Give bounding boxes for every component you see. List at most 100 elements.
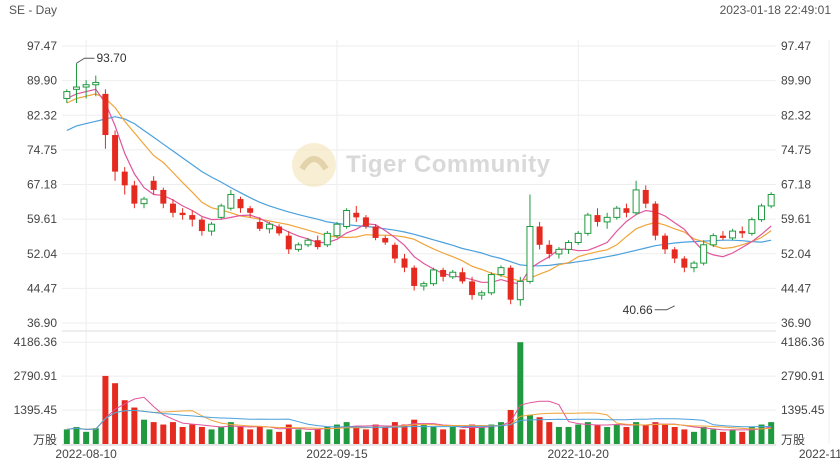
candle-body bbox=[719, 235, 726, 238]
price-tick-label-left: 67.18 bbox=[27, 178, 57, 192]
volume-bar bbox=[536, 417, 543, 444]
price-tick-label-right: 82.32 bbox=[781, 108, 811, 122]
watermark-text: Tiger Community bbox=[346, 151, 551, 178]
volume-bar bbox=[63, 429, 70, 444]
volume-bar bbox=[478, 426, 485, 444]
volume-bar bbox=[198, 426, 205, 444]
candle-body bbox=[536, 226, 543, 245]
volume-bar bbox=[681, 429, 688, 444]
candle-body bbox=[198, 219, 205, 232]
candle-body bbox=[160, 189, 167, 204]
candle-body bbox=[265, 223, 273, 230]
volume-bar bbox=[295, 429, 302, 444]
candle-body bbox=[507, 267, 514, 300]
candle-body bbox=[391, 244, 398, 259]
volume-bar bbox=[555, 426, 562, 444]
candle-body bbox=[92, 81, 100, 86]
candle-body bbox=[652, 203, 659, 236]
low-annotation-label: 40.66 bbox=[623, 303, 653, 317]
candle-body bbox=[632, 189, 640, 214]
candle-body bbox=[294, 244, 302, 250]
volume-bar bbox=[179, 426, 186, 444]
volume-bar bbox=[218, 426, 225, 444]
volume-bar bbox=[546, 422, 553, 444]
volume-bar bbox=[256, 426, 263, 444]
volume-bar bbox=[266, 429, 273, 444]
chart-title: SE - Day bbox=[9, 3, 58, 17]
candle-body bbox=[131, 185, 138, 204]
price-tick-label-right: 67.18 bbox=[781, 178, 811, 192]
tiger-logo-icon bbox=[292, 143, 336, 187]
volume-bar bbox=[633, 422, 640, 444]
candle-body bbox=[574, 232, 582, 244]
volume-bar bbox=[690, 431, 697, 444]
candle-body bbox=[189, 215, 196, 220]
candle-body bbox=[487, 274, 495, 294]
candle-body bbox=[758, 205, 766, 221]
volume-bar bbox=[411, 419, 418, 444]
volume-bar bbox=[169, 422, 176, 444]
price-tick-label-right: 44.47 bbox=[781, 281, 811, 295]
volume-bar bbox=[189, 424, 196, 444]
volume-unit-label-right: 万股 bbox=[781, 433, 805, 447]
candle-body bbox=[420, 283, 428, 287]
volume-bar bbox=[333, 424, 340, 444]
candle-body bbox=[208, 223, 216, 232]
volume-bar bbox=[430, 426, 437, 444]
price-tick-label-left: 44.47 bbox=[27, 281, 57, 295]
volume-bar bbox=[131, 407, 138, 444]
candle-body bbox=[285, 235, 292, 250]
volume-bar bbox=[208, 429, 215, 444]
ma20-line bbox=[66, 116, 772, 267]
candle-body bbox=[72, 86, 80, 90]
candle-body bbox=[642, 189, 649, 204]
price-tick-label-left: 82.32 bbox=[27, 108, 57, 122]
candle-body bbox=[169, 203, 176, 213]
volume-bar bbox=[382, 426, 389, 444]
volume-bar bbox=[141, 419, 148, 444]
candle-body bbox=[304, 239, 312, 246]
volume-bar bbox=[498, 422, 505, 444]
volume-bar bbox=[150, 422, 157, 444]
candle-body bbox=[82, 84, 90, 88]
volume-bar bbox=[739, 431, 746, 444]
candle-body bbox=[739, 231, 746, 234]
candle-body bbox=[121, 171, 128, 186]
candle-body bbox=[565, 242, 573, 250]
date-tick-label: 2022-10-20 bbox=[548, 447, 610, 461]
candle-body bbox=[681, 258, 688, 268]
volume-bar bbox=[401, 424, 408, 444]
volume-bar bbox=[391, 422, 398, 444]
candle-body bbox=[63, 91, 71, 99]
volume-tick-label-left: 2790.91 bbox=[14, 369, 58, 383]
candle-body bbox=[247, 208, 254, 213]
price-tick-label-right: 89.90 bbox=[781, 74, 811, 88]
volume-bar bbox=[517, 342, 524, 444]
low-annotation-leader bbox=[654, 305, 675, 311]
volume-bar bbox=[353, 426, 360, 444]
candle-body bbox=[748, 219, 756, 234]
candle-body bbox=[623, 208, 630, 213]
candle-body bbox=[700, 244, 708, 264]
volume-bar bbox=[575, 424, 582, 444]
price-tick-label-right: 97.47 bbox=[781, 39, 811, 53]
volume-bar bbox=[459, 429, 466, 444]
date-tick-label: 2022-08-10 bbox=[55, 447, 117, 461]
volume-tick-label-right: 4186.36 bbox=[781, 335, 825, 349]
volume-ma20-line bbox=[66, 409, 772, 430]
volume-bar bbox=[623, 426, 630, 444]
volume-bar bbox=[324, 426, 331, 444]
candle-body bbox=[690, 262, 698, 269]
volume-bar bbox=[507, 409, 514, 444]
volume-bar bbox=[758, 424, 765, 444]
volume-tick-label-left: 4186.36 bbox=[14, 335, 58, 349]
candle-body bbox=[516, 280, 524, 301]
volume-bar bbox=[449, 426, 456, 444]
date-tick-label: 2022-09-15 bbox=[306, 447, 368, 461]
price-tick-label-left: 97.47 bbox=[27, 39, 57, 53]
volume-bar bbox=[469, 424, 476, 444]
volume-unit-label-left: 万股 bbox=[33, 433, 57, 447]
volume-bar bbox=[488, 424, 495, 444]
candle-body bbox=[237, 199, 244, 209]
candle-body bbox=[546, 244, 553, 254]
